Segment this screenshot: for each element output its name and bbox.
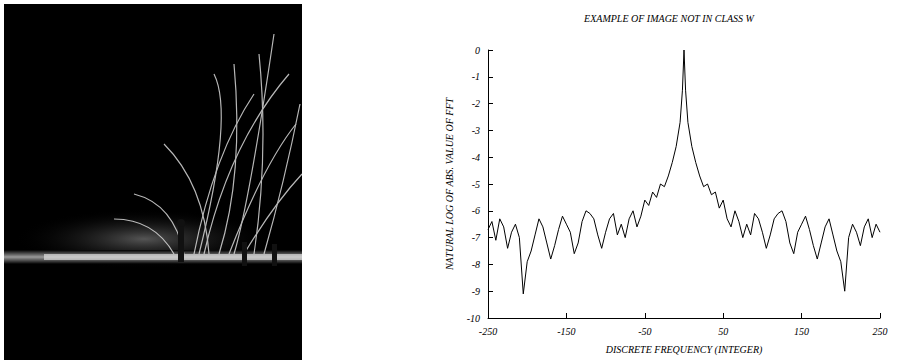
svg-text:-4: -4 xyxy=(472,152,480,163)
svg-text:-7: -7 xyxy=(472,232,481,243)
svg-text:150: 150 xyxy=(794,326,809,337)
svg-text:-8: -8 xyxy=(472,259,480,270)
svg-text:-2: -2 xyxy=(472,98,480,109)
svg-text:-150: -150 xyxy=(557,326,575,337)
svg-text:-50: -50 xyxy=(638,326,651,337)
svg-text:50: 50 xyxy=(718,326,728,337)
svg-text:250: 250 xyxy=(873,326,888,337)
svg-text:0: 0 xyxy=(475,45,480,56)
svg-text:-9: -9 xyxy=(472,286,480,297)
svg-text:-250: -250 xyxy=(479,326,497,337)
svg-text:-10: -10 xyxy=(467,313,480,324)
svg-text:-1: -1 xyxy=(472,71,480,82)
svg-text:NATURAL LOG OF ABS. VALUE OF F: NATURAL LOG OF ABS. VALUE OF FFT xyxy=(444,96,455,271)
svg-text:-3: -3 xyxy=(472,125,480,136)
svg-text:EXAMPLE OF IMAGE NOT IN CLASS: EXAMPLE OF IMAGE NOT IN CLASS W xyxy=(583,13,755,24)
svg-text:-6: -6 xyxy=(472,205,480,216)
svg-text:DISCRETE FREQUENCY (INTEGER): DISCRETE FREQUENCY (INTEGER) xyxy=(605,344,763,356)
svg-text:-5: -5 xyxy=(472,179,480,190)
